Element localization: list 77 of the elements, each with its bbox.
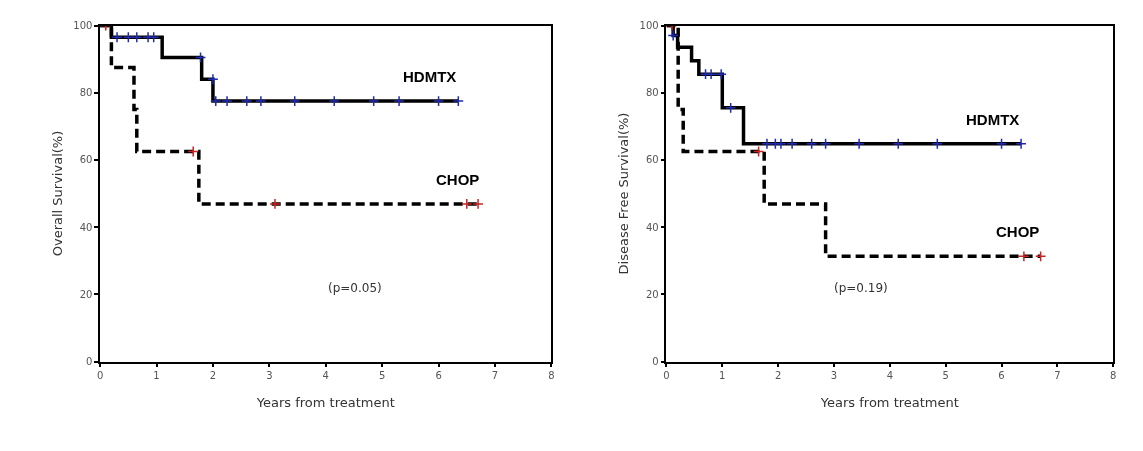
point [368, 95, 380, 107]
annotation: (p=0.19) [834, 281, 888, 295]
point [207, 73, 219, 85]
point [775, 138, 787, 150]
x-tick-label: 6 [435, 370, 442, 382]
point [328, 95, 340, 107]
y-tick-label: 0 [652, 356, 659, 367]
x-tick-label: 1 [719, 370, 726, 382]
point [111, 31, 123, 43]
y-tick-label: 100 [639, 20, 659, 31]
series-label: CHOP [996, 223, 1040, 240]
y-axis-title: Disease Free Survival(%) [616, 112, 632, 275]
x-tick-label: 3 [830, 370, 838, 382]
point [786, 138, 798, 150]
x-tick-label: 5 [378, 370, 386, 382]
x-tick-label: 8 [1110, 370, 1117, 382]
x-tick-label: 4 [886, 370, 894, 382]
point [289, 95, 301, 107]
x-tick-label: 5 [942, 370, 949, 382]
x-tick-label: 7 [491, 370, 499, 382]
point [194, 51, 207, 64]
x-axis-title: Years from treatment [819, 395, 959, 411]
point [1018, 250, 1030, 262]
point [221, 95, 233, 107]
y-axis-title: Overall Survival(%) [49, 130, 65, 257]
point [667, 29, 679, 42]
point [187, 145, 199, 158]
point [269, 198, 281, 210]
annotation: (p=0.05) [328, 281, 382, 295]
x-tick-label: 3 [266, 370, 273, 382]
x-tick-label: 2 [209, 370, 217, 382]
point [761, 138, 773, 150]
point [995, 138, 1008, 150]
y-tick-label: 20 [79, 288, 93, 300]
point [725, 102, 737, 114]
point [892, 138, 904, 150]
x-tick-label: 0 [663, 370, 670, 382]
point [853, 138, 865, 150]
point [131, 31, 143, 43]
x-tick-label: 1 [153, 370, 160, 382]
point [461, 198, 473, 210]
series-label: CHOP [436, 171, 480, 188]
y-tick-label: 100 [73, 20, 93, 31]
x-axis-title: Years from treatment [255, 395, 395, 411]
point [432, 95, 445, 107]
series-label: HDMTX [403, 68, 457, 85]
point [393, 95, 405, 107]
point [452, 95, 464, 107]
x-tick-label: 0 [96, 370, 104, 382]
point [122, 31, 134, 43]
point [806, 138, 818, 150]
point [752, 145, 765, 158]
point [1035, 250, 1047, 262]
y-tick-label: 80 [645, 87, 659, 99]
point [472, 198, 484, 210]
point [931, 138, 943, 150]
y-tick-label: 60 [645, 154, 659, 166]
series-label: HDMTX [966, 111, 1020, 128]
x-tick-label: 6 [998, 370, 1005, 382]
point [705, 68, 717, 80]
point [148, 31, 160, 43]
y-tick-label: 60 [79, 154, 93, 166]
point [819, 138, 832, 150]
y-tick-label: 40 [79, 221, 93, 233]
point [255, 95, 267, 107]
y-tick-label: 0 [86, 356, 93, 367]
y-tick-label: 40 [645, 221, 659, 233]
point [1015, 138, 1027, 150]
x-tick-label: 4 [322, 370, 329, 382]
y-tick-label: 20 [645, 288, 659, 300]
point [241, 95, 253, 107]
x-tick-label: 2 [774, 370, 782, 382]
point [715, 68, 727, 80]
x-tick-label: 7 [1054, 370, 1061, 382]
y-tick-label: 80 [79, 87, 93, 99]
x-tick-label: 8 [548, 370, 555, 382]
point [210, 95, 222, 107]
